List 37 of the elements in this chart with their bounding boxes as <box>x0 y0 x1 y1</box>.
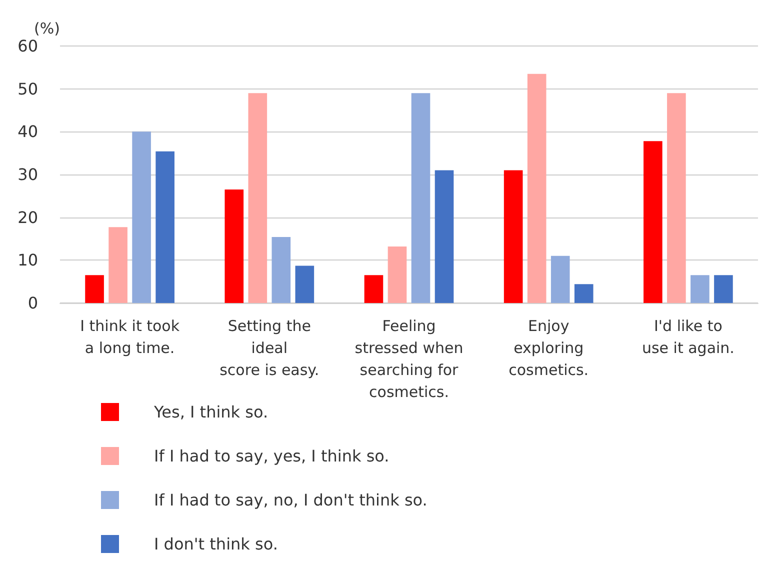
bar <box>388 246 407 303</box>
y-tick-label: 10 <box>18 250 38 270</box>
y-tick-label: 20 <box>18 208 38 227</box>
y-tick-label: 30 <box>18 165 38 184</box>
legend-label: If I had to say, no, I don't think so. <box>154 490 428 510</box>
y-tick-label: 0 <box>28 294 38 312</box>
bar <box>714 275 733 303</box>
y-axis-title: (%) <box>34 20 60 38</box>
bar <box>434 170 454 303</box>
bar <box>364 275 384 303</box>
x-tick-label: Setting the ideal score is easy. <box>220 317 320 379</box>
legend-label: I don't think so. <box>154 534 278 554</box>
bar <box>132 132 151 303</box>
bar <box>85 275 104 303</box>
bar <box>550 256 570 303</box>
bar <box>574 284 594 303</box>
legend-label: Yes, I think so. <box>153 402 268 422</box>
bar <box>248 93 268 303</box>
bar <box>224 189 244 303</box>
x-tick-label: Enjoy exploring cosmetics. <box>508 317 589 379</box>
bar <box>644 141 662 303</box>
bar <box>272 237 291 303</box>
bar <box>156 151 174 303</box>
y-tick-label: 50 <box>18 79 38 98</box>
bar <box>108 227 128 303</box>
bar <box>667 93 686 303</box>
y-tick-label: 60 <box>18 36 38 56</box>
bar <box>690 275 710 303</box>
bar <box>411 93 430 303</box>
legend-label: If I had to say, yes, I think so. <box>154 446 390 466</box>
x-tick-label: Feeling stressed when searching for cosmetics. <box>354 317 464 401</box>
bar <box>527 74 546 303</box>
x-tick-label: I think it took a long time. <box>80 317 180 357</box>
x-tick-label: I'd like to use it again. <box>642 317 734 357</box>
bar <box>295 266 314 303</box>
bar <box>504 170 523 303</box>
y-tick-label: 40 <box>18 122 38 142</box>
